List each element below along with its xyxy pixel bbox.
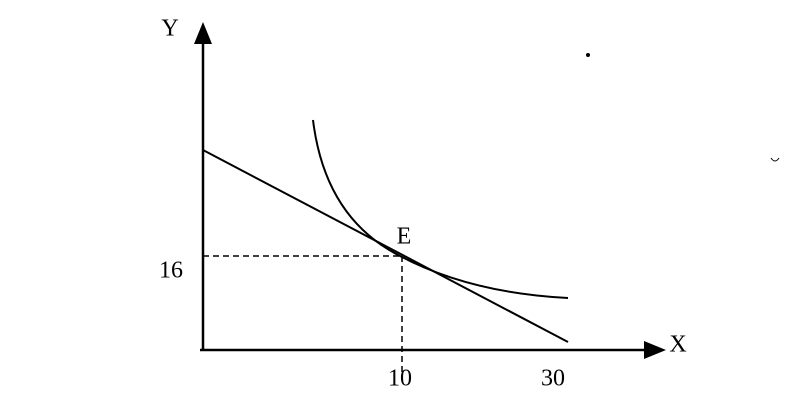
y-arrow — [194, 22, 212, 44]
x-axis-label: X — [669, 332, 686, 358]
x-tick-label: 30 — [541, 366, 565, 392]
y-tick-label: 16 — [159, 258, 183, 284]
y-axis-label: Y — [161, 16, 178, 42]
x-arrow — [644, 341, 666, 359]
indifference-curve — [312, 119, 569, 299]
budget-line — [202, 149, 569, 343]
point-label: E — [397, 224, 412, 250]
speck — [586, 53, 590, 57]
x-tick-label: 10 — [388, 366, 412, 392]
speck — [770, 157, 780, 162]
